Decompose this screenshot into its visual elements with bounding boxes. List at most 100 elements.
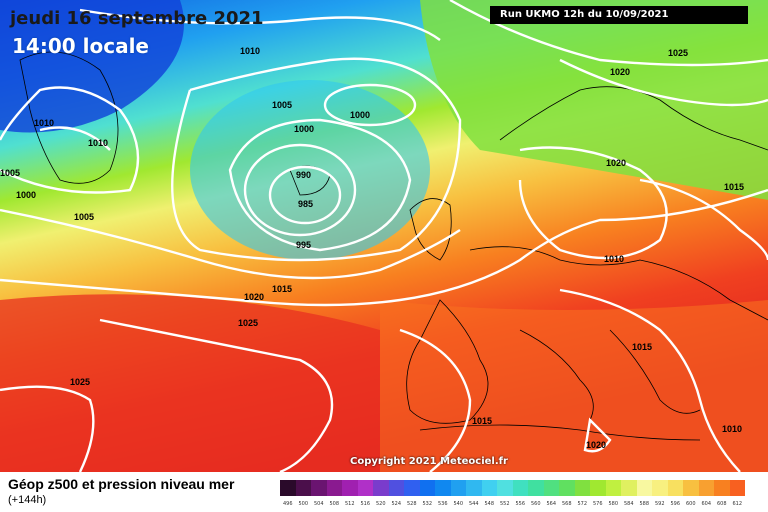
- scale-swatch: [295, 480, 311, 496]
- isobar-label: 1020: [586, 440, 606, 450]
- isobars: [0, 0, 768, 472]
- map-canvas: 1010 1010 1010 1005 1000 1005 1000 1000 …: [0, 0, 768, 472]
- model-run-label: Run UKMO 12h du 10/09/2021: [490, 6, 748, 24]
- scale-label: 516: [360, 501, 371, 507]
- isobar-label: 1020: [610, 67, 630, 77]
- scale-label: 576: [592, 501, 603, 507]
- scale-label: 568: [561, 501, 572, 507]
- scale-label: 608: [716, 501, 727, 507]
- scale-swatch: [404, 480, 420, 496]
- scale-swatch: [326, 480, 342, 496]
- scale-swatch: [714, 480, 730, 496]
- scale-label: 588: [639, 501, 650, 507]
- scale-label: 584: [623, 501, 634, 507]
- isobar-label: 1010: [240, 46, 260, 56]
- scale-label: 544: [468, 501, 479, 507]
- legend-footer: Géop z500 et pression niveau mer (+144h)…: [0, 472, 768, 512]
- color-scale-labels: 496 500 504 508 512 516 520 524 528 532 536 540 544 5…: [280, 501, 745, 507]
- weather-map: 1010 1010 1010 1005 1000 1005 1000 1000 …: [0, 0, 768, 472]
- isobar-label: 1025: [70, 377, 90, 387]
- scale-label: 500: [298, 501, 309, 507]
- isobar-label: 1010: [88, 138, 108, 148]
- scale-swatch: [590, 480, 606, 496]
- isobar-label: 1015: [724, 182, 744, 192]
- scale-swatch: [652, 480, 668, 496]
- isobar-label: 1010: [34, 118, 54, 128]
- isobar-label: 1020: [606, 158, 626, 168]
- orange-zone: [380, 300, 768, 472]
- scale-swatch: [636, 480, 652, 496]
- scale-label: 504: [313, 501, 324, 507]
- scale-label: 548: [484, 501, 495, 507]
- legend-title: Géop z500 et pression niveau mer: [8, 476, 235, 492]
- isobar-label: 990: [296, 170, 311, 180]
- copyright-label: Copyright 2021 Meteociel.fr: [350, 456, 508, 467]
- isobar-label: 1015: [472, 416, 492, 426]
- scale-label: 572: [577, 501, 588, 507]
- scale-label: 560: [530, 501, 541, 507]
- scale-label: 508: [329, 501, 340, 507]
- isobar-label: 1005: [0, 168, 20, 178]
- scale-swatch: [528, 480, 544, 496]
- isobar-label: 995: [296, 240, 311, 250]
- scale-swatch: [280, 480, 296, 496]
- scale-label: 552: [499, 501, 510, 507]
- isobar-label: 1005: [74, 212, 94, 222]
- isobar-label: 1025: [238, 318, 258, 328]
- scale-label: 592: [654, 501, 665, 507]
- scale-swatch: [342, 480, 358, 496]
- isobar-label: 1010: [604, 254, 624, 264]
- scale-swatch: [435, 480, 451, 496]
- scale-swatch: [729, 480, 745, 496]
- color-scale: [280, 480, 745, 496]
- scale-swatch: [512, 480, 528, 496]
- legend-subtitle: (+144h): [8, 494, 47, 506]
- scale-swatch: [357, 480, 373, 496]
- isobar-label: 1015: [272, 284, 292, 294]
- scale-label: 528: [406, 501, 417, 507]
- scale-label: 524: [391, 501, 402, 507]
- isobar-label: 1010: [722, 424, 742, 434]
- isobar-label: 1005: [272, 100, 292, 110]
- scale-swatch: [450, 480, 466, 496]
- scale-swatch: [683, 480, 699, 496]
- isobar-label: 1025: [668, 48, 688, 58]
- isobar-label: 1000: [294, 124, 314, 134]
- coastlines: [19, 51, 768, 441]
- isobar-labels: 1010 1010 1010 1005 1000 1005 1000 1000 …: [0, 46, 744, 450]
- scale-label: 532: [422, 501, 433, 507]
- scale-label: 496: [282, 501, 293, 507]
- scale-label: 600: [685, 501, 696, 507]
- isobar-label: 1000: [350, 110, 370, 120]
- scale-swatch: [419, 480, 435, 496]
- scale-swatch: [605, 480, 621, 496]
- scale-swatch: [667, 480, 683, 496]
- scale-label: 612: [732, 501, 743, 507]
- isobar-label: 1000: [16, 190, 36, 200]
- scale-swatch: [543, 480, 559, 496]
- scale-swatch: [497, 480, 513, 496]
- scale-swatch: [466, 480, 482, 496]
- forecast-time: 14:00 locale: [12, 34, 149, 58]
- isobar-label: 1020: [244, 292, 264, 302]
- scale-swatch: [481, 480, 497, 496]
- isobar-label: 985: [298, 199, 313, 209]
- forecast-date: jeudi 16 septembre 2021: [10, 8, 264, 29]
- deep-blue-zone: [0, 0, 184, 133]
- scale-swatch: [373, 480, 389, 496]
- scale-label: 540: [453, 501, 464, 507]
- scale-swatch: [559, 480, 575, 496]
- scale-swatch: [621, 480, 637, 496]
- scale-swatch: [388, 480, 404, 496]
- scale-swatch: [574, 480, 590, 496]
- scale-label: 580: [608, 501, 619, 507]
- scale-label: 604: [701, 501, 712, 507]
- isobar-label: 1015: [632, 342, 652, 352]
- green-zone: [420, 0, 768, 200]
- scale-label: 512: [344, 501, 355, 507]
- scale-label: 564: [546, 501, 557, 507]
- scale-label: 520: [375, 501, 386, 507]
- scale-swatch: [311, 480, 327, 496]
- red-zone: [0, 294, 380, 472]
- scale-swatch: [698, 480, 714, 496]
